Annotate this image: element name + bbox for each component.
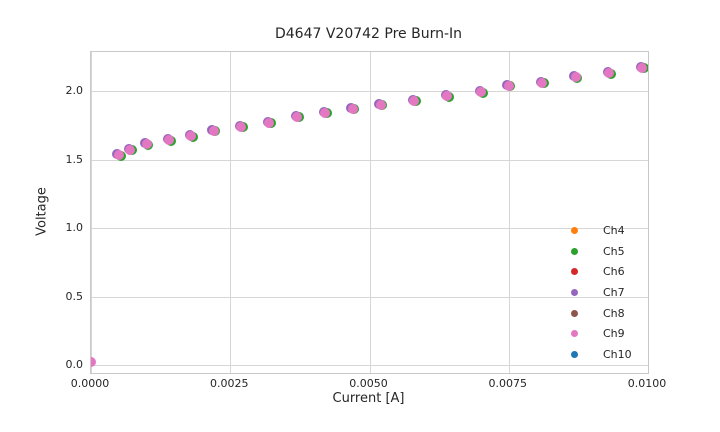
marker-ch9 xyxy=(113,150,124,161)
marker-ch9 xyxy=(292,112,303,123)
x-tick-label: 0.0050 xyxy=(349,377,388,390)
gridline-vertical xyxy=(508,52,510,373)
legend-label-ch9: Ch9 xyxy=(603,327,625,341)
gridline-vertical xyxy=(369,52,371,373)
y-tick-label: 0.0 xyxy=(65,358,84,371)
legend-swatch-ch10-icon xyxy=(571,350,578,358)
legend-row-ch7: Ch7 xyxy=(561,282,632,303)
legend-row-ch5: Ch5 xyxy=(561,241,632,262)
marker-ch9 xyxy=(604,68,614,79)
legend-label-ch10: Ch10 xyxy=(603,347,632,361)
legend-swatch-ch8-icon xyxy=(571,309,578,317)
gridline-horizontal xyxy=(91,159,648,161)
marker-ch9 xyxy=(347,103,358,114)
marker-ch9 xyxy=(409,95,420,106)
legend-row-ch6: Ch6 xyxy=(561,261,632,282)
y-tick-label: 1.0 xyxy=(65,221,84,234)
y-axis-label: Voltage xyxy=(34,187,50,236)
marker-ch9 xyxy=(141,139,152,150)
gridline-horizontal xyxy=(91,228,648,229)
legend-row-ch4: Ch4 xyxy=(561,220,632,241)
legend-label-ch7: Ch7 xyxy=(603,285,625,299)
legend-label-ch6: Ch6 xyxy=(603,265,625,279)
marker-ch9 xyxy=(163,135,174,146)
gridline-vertical xyxy=(648,52,649,373)
gridline-vertical xyxy=(91,52,92,373)
gridline-horizontal xyxy=(91,91,648,92)
y-tick-label: 1.5 xyxy=(65,152,84,166)
marker-ch9 xyxy=(124,144,135,155)
marker-ch9 xyxy=(442,91,453,102)
legend: Ch4 Ch5 Ch6 Ch7 Ch8 Ch9 Ch10 xyxy=(561,220,632,365)
legend-row-ch9: Ch9 xyxy=(561,323,632,344)
x-tick-label: 0.0075 xyxy=(488,377,528,390)
marker-ch9 xyxy=(375,99,386,110)
legend-row-ch8: Ch8 xyxy=(561,303,632,324)
x-tick-label: 0.0025 xyxy=(210,377,249,390)
marker-ch9 xyxy=(186,131,197,142)
marker-ch9 xyxy=(236,121,247,132)
legend-swatch-ch5-icon xyxy=(571,247,578,255)
x-tick-label: 0.0100 xyxy=(627,377,667,390)
marker-ch9 xyxy=(503,80,514,91)
legend-swatch-ch4-icon xyxy=(571,226,578,234)
marker-ch9 xyxy=(537,77,548,88)
marker-ch9 xyxy=(264,117,275,128)
marker-ch9 xyxy=(319,107,330,118)
y-tick-label: 0.5 xyxy=(65,289,84,303)
marker-ch9 xyxy=(91,357,96,368)
legend-swatch-ch7-icon xyxy=(571,288,578,296)
x-tick-label: 0.0000 xyxy=(70,377,110,390)
legend-label-ch5: Ch5 xyxy=(603,244,625,258)
marker-ch9 xyxy=(637,62,648,73)
gridline-vertical xyxy=(230,52,232,373)
y-tick-label: 2.0 xyxy=(65,84,84,97)
legend-swatch-ch6-icon xyxy=(571,268,578,276)
gridline-horizontal xyxy=(91,365,648,366)
legend-row-ch10: Ch10 xyxy=(561,344,632,365)
marker-ch9 xyxy=(208,125,219,136)
marker-ch9 xyxy=(475,87,486,98)
chart-title: D4647 V20742 Pre Burn-In xyxy=(274,26,463,42)
gridline-horizontal xyxy=(91,296,648,298)
legend-label-ch4: Ch4 xyxy=(603,223,625,237)
legend-swatch-ch9-icon xyxy=(571,330,578,338)
plot-area: Ch4 Ch5 Ch6 Ch7 Ch8 Ch9 Ch10 xyxy=(90,51,649,374)
marker-ch9 xyxy=(570,72,581,83)
x-axis-label: Current [A] xyxy=(332,391,405,406)
legend-label-ch8: Ch8 xyxy=(603,306,625,320)
